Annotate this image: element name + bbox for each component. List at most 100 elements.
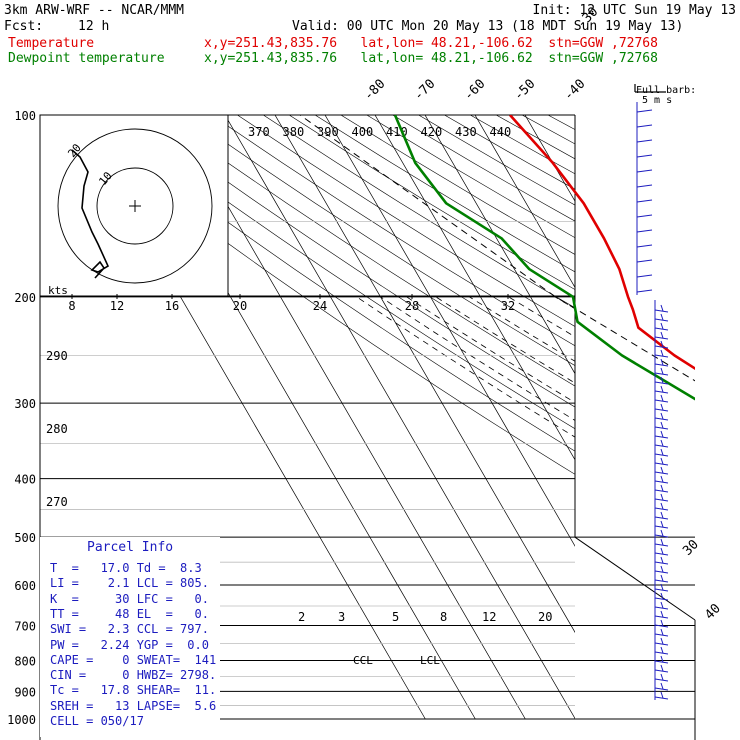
hodo-speed-label: 16 [165,299,179,313]
wind-barb-shaft [654,633,669,637]
parcel-info-row: CELL = 050/17 [50,714,144,728]
wind-barb-feather [660,349,664,357]
isotherm-line [474,115,575,289]
wind-barb-feather [660,493,664,501]
wind-barb-shaft [654,444,669,448]
wind-barb [636,154,653,158]
wind-barb-shaft [654,471,669,475]
wind-barb [636,214,653,218]
pressure-tick-label: 700 [14,619,36,633]
theta-label: 400 [352,125,374,139]
wind-barb [636,169,653,173]
wind-barb-shaft [654,327,669,331]
theta-label: 430 [455,125,477,139]
wind-barb-feather [660,322,664,330]
wind-barb-shaft [654,525,669,529]
wind-barb-shaft [654,570,669,574]
wind-barb-feather [660,358,664,366]
parcel-info-row: CAPE = 0 SWEAT= 141 [50,652,217,667]
wind-barb-feather [660,430,664,438]
dry-adiabat [340,115,575,255]
wind-barb [654,475,669,484]
isotherm-label: -60 [461,77,488,104]
wind-barb-shaft [654,489,669,493]
isotherm-line [274,115,575,633]
wind-barb [636,109,653,113]
wind-barb-shaft [654,588,669,592]
parcel-path [299,115,695,382]
parcel-info-row: SREH = 13 LAPSE= 5.6 [50,698,217,713]
wind-barb [654,394,669,403]
wind-barb-shaft [654,624,669,628]
dry-adiabat [496,115,575,160]
parcel-info-row: K = 30 LFC = 0. [50,591,209,606]
barb-key-speed: 5 m s [642,95,673,106]
pressure-tick-label: 400 [14,473,36,487]
theta-label: 370 [248,125,270,139]
hodo-speed-label: 12 [110,299,124,313]
wind-barb-feather [660,511,664,519]
parcel-info-row: Tc = 17.8 SHEAR= 11. [50,683,217,698]
wind-barb-shaft [654,696,669,700]
wind-barb-shaft [654,516,669,520]
wind-barb [654,385,669,394]
wind-barb [636,139,653,143]
wind-barb-shaft [654,345,669,349]
dry-adiabat [418,115,575,206]
wind-barb [654,367,669,376]
theta-label: 440 [490,125,512,139]
wind-barb-shaft [654,687,669,691]
wind-barb [654,601,669,610]
parcel-info-row: SWI = 2.3 CCL = 797. [50,622,209,637]
dewpoint-legend-label: Dewpoint temperature [8,51,165,66]
theta-label-left: 280 [46,422,68,436]
isotherm-label: -70 [411,77,438,104]
wind-barb-shaft [654,651,669,655]
wind-barb [654,646,669,655]
wind-barb-feather [660,475,664,483]
wind-barb-shaft [654,318,669,322]
right-axis-slant [574,536,696,621]
hodo-speed-label: 28 [405,299,419,313]
wind-barb-shaft [654,381,669,385]
forecast-hour: 12 h [78,19,110,34]
wind-barb-shaft [654,309,669,313]
dry-adiabat [289,115,575,290]
wind-barb-shaft [654,435,669,439]
wind-barb-feather [660,403,664,411]
isotherm-label: 30 [680,537,702,559]
mixing-ratio-label: 12 [482,610,496,624]
wind-barb [654,304,669,313]
dry-adiabat [547,115,575,130]
wind-barb-shaft [654,669,669,673]
wind-barb-feather [660,412,664,420]
hodo-speed-label: 20 [233,299,247,313]
wind-barb-shaft [654,534,669,538]
pressure-tick-label: 500 [14,531,36,545]
barb-key-label: Full barb: [636,85,697,96]
wind-barb-shaft [654,372,669,376]
pressure-tick-label: 600 [14,579,36,593]
wind-barb-shaft [654,678,669,682]
dry-adiabat [521,115,575,145]
wind-barb [654,484,669,493]
wind-barb-feather [660,592,664,600]
wind-barb [654,502,669,511]
wind-barb [654,448,669,457]
temperature-profile [509,115,695,371]
pressure-tick-label: 900 [14,685,36,699]
sounding-profiles [299,115,695,401]
wind-barb [654,376,669,385]
wind-barb-feather [660,502,664,510]
wind-barb [636,199,653,203]
wind-barb [636,229,653,233]
wind-barb-feather [660,421,664,429]
wind-barb-shaft [654,363,669,367]
wind-barb-feather [660,655,664,663]
wind-barb-shaft [654,462,669,466]
wind-barb-feather [660,448,664,456]
hodo-unit-label: kts [48,284,68,297]
hodo-speed-label: 8 [68,299,75,313]
wind-barb [654,520,669,529]
wind-barb-feather [660,646,664,654]
